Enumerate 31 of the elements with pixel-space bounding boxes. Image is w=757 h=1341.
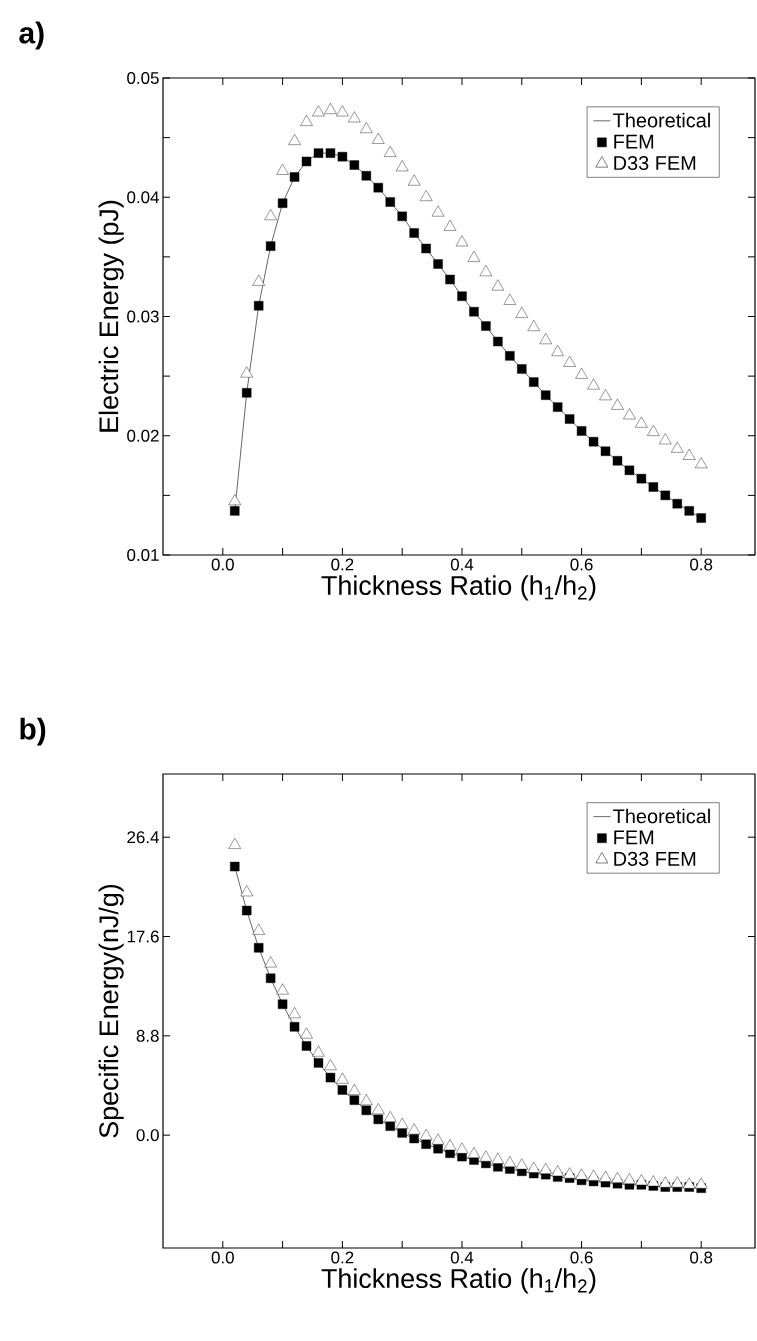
y-axis-title: Specific Energy(nJ/g) <box>98 884 124 1138</box>
x-tick-label: 0.0 <box>211 1251 234 1264</box>
legend-label: D33 FEM <box>614 155 696 171</box>
x-tick-label: 0.2 <box>331 1251 354 1264</box>
y-tick-label: 0.0 <box>136 1129 159 1142</box>
y-tick-label: 0.02 <box>127 429 159 442</box>
x-tick-label: 0.6 <box>570 1251 593 1264</box>
y-tick-label: 0.03 <box>127 310 159 323</box>
x-axis-title: Thickness Ratio (h$_{1}$/h$_{2}$) <box>321 575 596 601</box>
y-tick-label: 0.04 <box>127 191 159 204</box>
y-tick-label: 8.8 <box>136 1029 159 1042</box>
y-tick-label: 26.4 <box>127 831 159 844</box>
y-tick-label: 0.01 <box>127 548 159 561</box>
x-tick-label: 0.8 <box>690 1251 713 1264</box>
x-tick-label: 0.0 <box>211 558 234 571</box>
legend-label: Theoretical <box>613 112 710 128</box>
x-tick-label: 0.2 <box>331 558 354 571</box>
y-axis-title: Electric Energy (pJ) <box>98 200 124 432</box>
legend-label: D33 FEM <box>614 851 696 866</box>
x-tick-label: 0.4 <box>450 558 474 571</box>
x-tick-label: 0.6 <box>570 558 593 571</box>
legend-label: FEM <box>614 134 654 149</box>
y-tick-label: 17.6 <box>127 930 159 943</box>
x-axis-title: Thickness Ratio (h$_{1}$/h$_{2}$) <box>321 1268 596 1294</box>
y-tick-label: 0.05 <box>127 71 159 84</box>
legend-label: FEM <box>614 830 654 845</box>
legend-label: Theoretical <box>613 808 710 824</box>
x-tick-label: 0.4 <box>450 1251 474 1264</box>
chart-title: b) <box>20 717 46 746</box>
chart-title: a) <box>19 21 44 50</box>
x-tick-label: 0.8 <box>690 558 713 571</box>
